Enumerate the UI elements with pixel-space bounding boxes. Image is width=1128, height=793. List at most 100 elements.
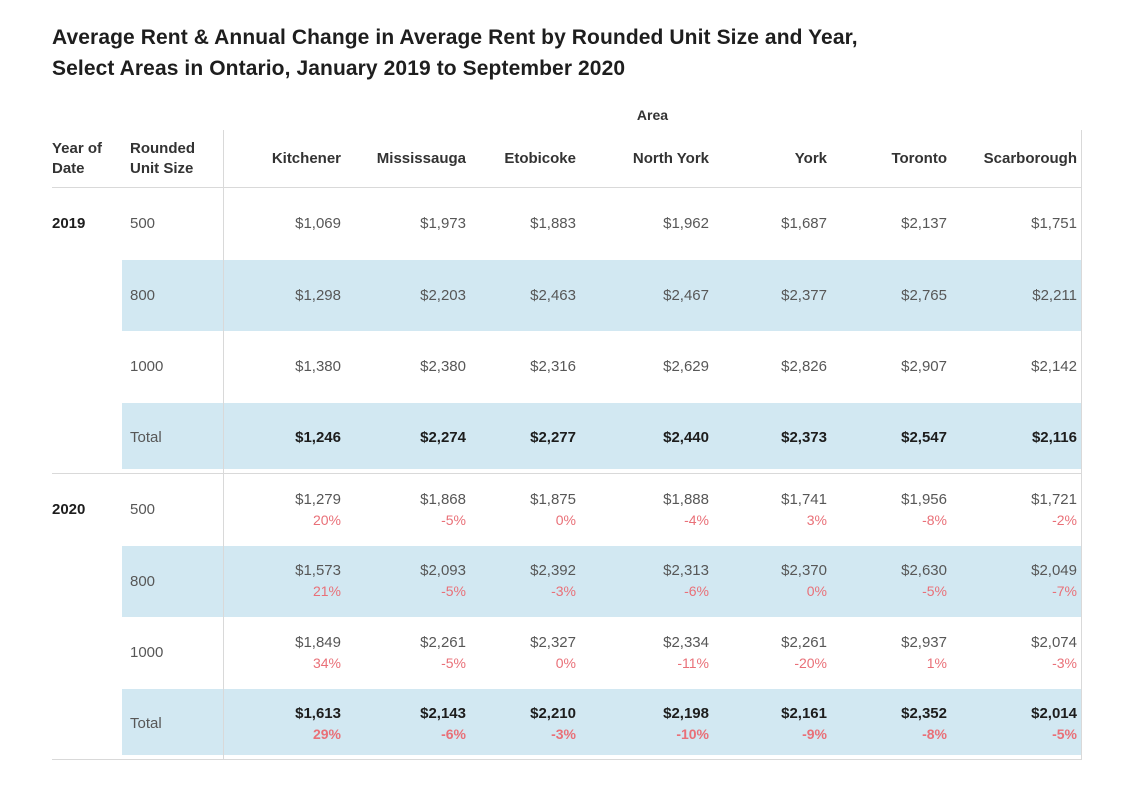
year-of-date-header: Year of Date xyxy=(52,139,103,177)
rent-value: $2,373 xyxy=(781,429,827,447)
rent-cell: $1,380 xyxy=(223,331,345,403)
annual-change-value: -20% xyxy=(794,654,827,671)
rent-cell: $2,161 -9% xyxy=(713,688,831,759)
rent-cell: $2,074 -3% xyxy=(951,617,1082,689)
rent-cell: $2,380 xyxy=(345,331,470,403)
rent-value: $2,377 xyxy=(781,286,827,304)
rent-value: $2,440 xyxy=(663,429,709,447)
annual-change-value: 0% xyxy=(806,583,827,600)
table-row-2020-total: Total $1,613 29% $2,143 -6% $2,210 -3% $2,198 -1… xyxy=(52,688,1082,760)
rent-cell: $2,370 0% xyxy=(713,545,831,617)
unit-size-label: Total xyxy=(122,402,223,473)
rent-cell: $2,630 -5% xyxy=(831,545,951,617)
table-row-2020-800: 800 $1,573 21% $2,093 -5% $2,392 -3% $2,313 -6% $… xyxy=(52,545,1082,617)
rent-value: $1,721 xyxy=(1031,490,1077,508)
unit-size-label: 1000 xyxy=(130,358,164,376)
rent-cell: $1,741 3% xyxy=(713,474,831,546)
rent-value: $1,973 xyxy=(420,215,466,233)
rent-value: $2,826 xyxy=(781,358,827,376)
annual-change-value: -3% xyxy=(1052,654,1077,671)
rent-value: $2,907 xyxy=(901,358,947,376)
rent-value: $2,334 xyxy=(663,633,709,651)
rent-value: $2,161 xyxy=(781,704,827,722)
rent-cell: $2,198 -10% xyxy=(580,688,713,759)
rent-cell: $2,463 xyxy=(470,259,580,331)
rent-cell: $1,721 -2% xyxy=(951,474,1082,546)
rent-cell: $1,868 -5% xyxy=(345,474,470,546)
rent-value: $2,630 xyxy=(901,562,947,580)
rent-value: $1,069 xyxy=(295,215,341,233)
rent-value: $2,137 xyxy=(901,215,947,233)
annual-change-value: -7% xyxy=(1052,583,1077,600)
annual-change-value: -3% xyxy=(551,725,576,742)
rent-cell: $2,116 xyxy=(951,402,1082,473)
unit-size-label: 1000 xyxy=(130,644,164,662)
rent-cell: $2,049 -7% xyxy=(951,545,1082,617)
rounded-unit-size-header: Rounded Unit Size xyxy=(130,139,195,177)
rent-cell: $1,973 xyxy=(345,188,470,260)
year-label xyxy=(52,260,122,332)
area-header-north-york: North York xyxy=(632,149,709,167)
rent-cell: $2,211 xyxy=(951,259,1082,331)
rent-value: $1,279 xyxy=(295,490,341,508)
rent-cell: $1,279 20% xyxy=(223,474,345,546)
rent-value: $2,313 xyxy=(663,562,709,580)
annual-change-value: 34% xyxy=(312,654,341,671)
rent-cell: $1,573 21% xyxy=(223,545,345,617)
rent-value: $2,142 xyxy=(1031,358,1077,376)
rent-cell: $2,765 xyxy=(831,259,951,331)
rent-value: $2,093 xyxy=(420,562,466,580)
annual-change-value: -8% xyxy=(922,511,947,528)
unit-size-label: 500 xyxy=(130,215,156,233)
rent-cell: $2,316 xyxy=(470,331,580,403)
annual-change-value: 0% xyxy=(555,511,576,528)
unit-size-label: 500 xyxy=(130,501,156,519)
rent-value: $2,937 xyxy=(901,633,947,651)
rent-cell: $2,210 -3% xyxy=(470,688,580,759)
rent-cell: $1,613 29% xyxy=(223,688,345,759)
area-header-scarborough: Scarborough xyxy=(951,130,1082,187)
annual-change-value: 20% xyxy=(312,511,341,528)
rent-cell: $2,313 -6% xyxy=(580,545,713,617)
year-label: 2019 xyxy=(52,215,86,233)
annual-change-value: -8% xyxy=(922,725,947,742)
rent-cell: $1,956 -8% xyxy=(831,474,951,546)
year-label: 2020 xyxy=(52,501,86,519)
rent-value: $2,116 xyxy=(1031,429,1077,447)
rent-cell: $2,440 xyxy=(580,402,713,473)
table-row-2020-500: 2020 500 $1,279 20% $1,868 -5% $1,875 0% $1,888 -… xyxy=(52,474,1082,546)
rent-cell: $1,888 -4% xyxy=(580,474,713,546)
table-row-2020-1000: 1000 $1,849 34% $2,261 -5% $2,327 0% $2,334 -11%… xyxy=(52,617,1082,689)
annual-change-value: 3% xyxy=(806,511,827,528)
area-header-mississauga: Mississauga xyxy=(376,149,466,167)
annual-change-value: -10% xyxy=(676,725,709,742)
rent-cell: $1,751 xyxy=(951,188,1082,260)
rent-value: $2,463 xyxy=(530,286,576,304)
annual-change-value: 21% xyxy=(312,583,341,600)
rent-cell: $2,261 -5% xyxy=(345,617,470,689)
rent-value: $1,868 xyxy=(420,490,466,508)
annual-change-value: -5% xyxy=(922,583,947,600)
rent-cell: $1,246 xyxy=(223,402,345,473)
rent-cell: $1,883 xyxy=(470,188,580,260)
table-body: 2019 500 $1,069 $1,973 $1,883 $1,962 $1,687 $2,… xyxy=(52,188,1082,760)
table-row-2019-1000: 1000 $1,380 $2,380 $2,316 $2,629 $2,826 $2,907… xyxy=(52,331,1082,403)
annual-change-value: -6% xyxy=(684,583,709,600)
annual-change-value: 0% xyxy=(555,654,576,671)
area-header-spacer xyxy=(52,100,223,130)
rent-value: $2,074 xyxy=(1031,633,1077,651)
rent-value: $2,370 xyxy=(781,562,827,580)
annual-change-value: -9% xyxy=(802,725,827,742)
annual-change-value: -6% xyxy=(441,725,466,742)
year-label xyxy=(52,617,122,689)
table-row-2019-total: Total $1,246 $2,274 $2,277 $2,440 $2,373 $2,54… xyxy=(52,402,1082,474)
rent-value: $1,883 xyxy=(530,215,576,233)
rent-value: $2,014 xyxy=(1031,704,1077,722)
area-axis-label: Area xyxy=(636,107,669,123)
rent-cell: $2,392 -3% xyxy=(470,545,580,617)
unit-size-label: Total xyxy=(122,688,223,759)
rent-value: $1,246 xyxy=(295,429,341,447)
rent-value: $2,352 xyxy=(901,704,947,722)
area-group-header-row: Area xyxy=(52,100,1082,130)
